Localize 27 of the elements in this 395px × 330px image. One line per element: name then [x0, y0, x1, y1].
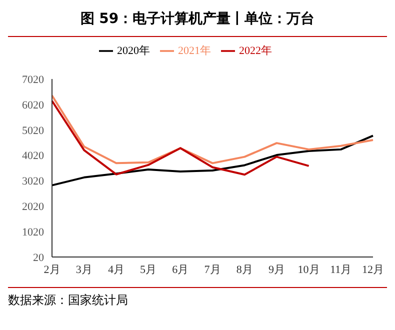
y-tick-label: 7020: [22, 74, 44, 86]
x-tick-label: 6月: [172, 264, 189, 276]
y-tick-label: 20: [33, 252, 44, 264]
y-tick-label: 5020: [22, 124, 44, 137]
chart-title: 图 59：电子计算机产量丨单位：万台: [79, 10, 316, 29]
x-tick-label: 7月: [204, 264, 221, 276]
line-series: [51, 134, 374, 186]
y-tick-label: 1020: [22, 226, 44, 238]
y-tick-label: 4020: [22, 150, 44, 162]
legend-label: 2020年: [117, 45, 150, 57]
x-tick-label: 10月: [298, 264, 320, 276]
x-tick-label: 2月: [44, 264, 60, 276]
x-tick-label: 5月: [140, 264, 157, 276]
x-tick-label: 8月: [236, 264, 253, 276]
x-tick-label: 11月: [330, 264, 352, 276]
x-tick-label: 3月: [76, 264, 92, 276]
legend-label: 2022年: [239, 45, 272, 57]
y-tick-label: 6020: [22, 99, 44, 112]
y-tick-label: 3020: [22, 176, 44, 188]
source-note: 数据来源：国家统计局: [8, 292, 129, 309]
line-series: [51, 100, 310, 176]
legend-label: 2021年: [178, 45, 211, 57]
line-series: [51, 94, 374, 164]
y-tick-label: 2020: [22, 201, 44, 214]
x-tick-label: 4月: [108, 264, 124, 276]
x-tick-label: 12月: [362, 264, 384, 276]
x-tick-label: 9月: [268, 264, 285, 276]
